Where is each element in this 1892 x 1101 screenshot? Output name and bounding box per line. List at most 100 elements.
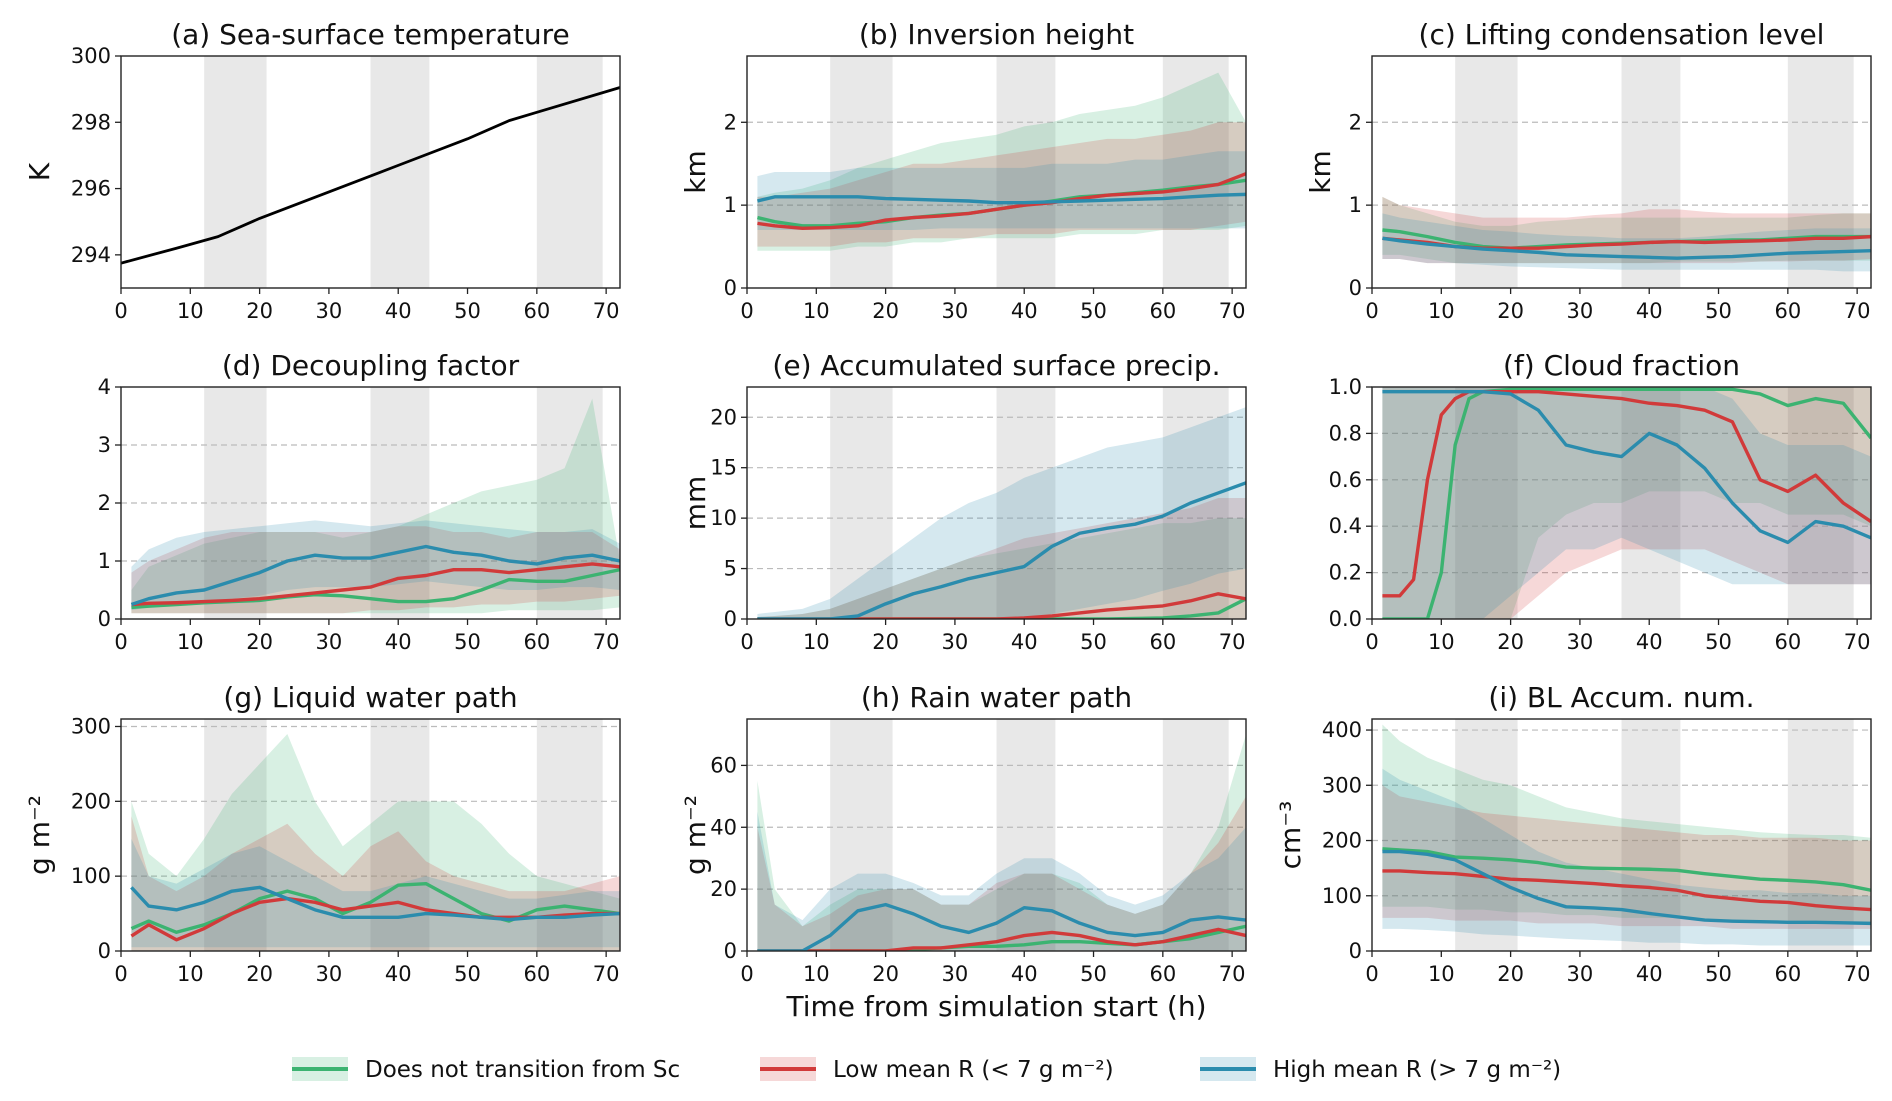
night-shading: [830, 719, 893, 951]
y-tick-label: 1: [724, 193, 737, 217]
night-shading: [1162, 387, 1229, 619]
night-shading: [1162, 56, 1229, 288]
night-shading: [996, 56, 1056, 288]
y-tick-label: 5: [724, 557, 737, 581]
x-tick-label: 20: [246, 630, 273, 654]
night-shading: [1621, 56, 1681, 288]
y-tick-label: 0.2: [1329, 561, 1362, 585]
y-tick-label: 400: [1322, 718, 1362, 742]
x-tick-label: 40: [1011, 299, 1038, 323]
series-line-2: [1382, 849, 1871, 926]
y-tick-label: 0: [1349, 939, 1362, 963]
x-tick-label: 30: [1567, 962, 1594, 986]
panel-e: 0 10 20 30 40 50 60 70 0 5 10 15 20 (e) Accumulated s…: [679, 349, 1247, 654]
y-tick-label: 60: [710, 753, 737, 777]
x-tick-label: 10: [177, 299, 204, 323]
band-2: [757, 151, 1246, 230]
x-tick-label: 50: [454, 962, 481, 986]
y-tick-label: 0.0: [1329, 607, 1362, 631]
y-tick-label: 0.8: [1329, 421, 1362, 445]
y-tick-label: 300: [1322, 773, 1362, 797]
series-line-0: [130, 881, 620, 934]
series-line-2: [1382, 389, 1871, 545]
x-tick-label: 40: [1636, 962, 1663, 986]
x-tick-label: 40: [385, 962, 412, 986]
panel-title: (a) Sea-surface temperature: [171, 18, 570, 51]
y-tick-label: 200: [71, 789, 111, 813]
x-tick-label: 40: [1011, 630, 1038, 654]
axes-frame: [1371, 55, 1872, 289]
x-tick-label: 70: [593, 630, 620, 654]
series-line-0: [1382, 387, 1871, 619]
night-shading: [996, 719, 1056, 951]
night-shading: [1162, 719, 1229, 951]
series-line-0: [121, 86, 620, 265]
panel-a: 0 10 20 30 40 50 60 70 294 296 298 300 (a) Sea-surfa…: [23, 18, 621, 323]
legend-item: High mean R (> 7 g m⁻²): [1200, 1057, 1561, 1083]
y-tick-label: 2: [724, 110, 737, 134]
y-tick-label: 2: [1349, 110, 1362, 134]
legend-item: Low mean R (< 7 g m⁻²): [760, 1057, 1114, 1083]
y-tick-label: 0.4: [1329, 514, 1362, 538]
night-shading: [1455, 387, 1518, 619]
plot-area: [121, 86, 620, 265]
x-tick-label: 30: [316, 962, 343, 986]
x-tick-label: 60: [1149, 299, 1176, 323]
x-tick-label: 0: [740, 962, 753, 986]
y-tick-label: 3: [98, 433, 111, 457]
x-tick-label: 50: [1705, 962, 1732, 986]
y-axis-label: g m⁻²: [679, 795, 712, 875]
band-1: [131, 526, 620, 614]
x-tick-label: 60: [1774, 630, 1801, 654]
x-tick-label: 20: [872, 299, 899, 323]
x-tick-label: 70: [1844, 299, 1871, 323]
axes-frame: [1371, 386, 1872, 620]
plot-area: [757, 72, 1246, 251]
x-tick-label: 60: [1149, 962, 1176, 986]
x-tick-label: 30: [1567, 630, 1594, 654]
x-tick-label: 50: [454, 630, 481, 654]
x-tick-label: 10: [803, 962, 830, 986]
series-line-2: [757, 192, 1246, 205]
band-0: [757, 734, 1246, 951]
panel-g: 0 10 20 30 40 50 60 70 0 100 200 300 (g) Liquid wate…: [23, 681, 621, 986]
series-line-2: [130, 544, 620, 607]
panel-i: 0 10 20 30 40 50 60 70 0 100 200 300 400 (i) BL Accum…: [1274, 681, 1872, 986]
y-tick-label: 200: [1322, 829, 1362, 853]
series-line-2: [130, 885, 620, 922]
legend: Does not transition from Sc Low mean R (<…: [292, 1057, 1561, 1083]
panel-title: (d) Decoupling factor: [222, 349, 520, 382]
band-1: [757, 122, 1246, 247]
x-tick-label: 10: [803, 630, 830, 654]
band-0: [1382, 724, 1871, 924]
x-tick-label: 50: [1705, 630, 1732, 654]
x-tick-label: 50: [1080, 962, 1107, 986]
x-tick-label: 60: [523, 299, 550, 323]
legend-item: Does not transition from Sc: [292, 1057, 680, 1083]
night-shading: [1787, 56, 1854, 288]
night-shading: [370, 387, 430, 619]
y-tick-label: 0: [98, 939, 111, 963]
night-shading: [996, 387, 1056, 619]
x-tick-label: 50: [1080, 299, 1107, 323]
x-tick-label: 30: [942, 962, 969, 986]
x-axis-label: Time from simulation start (h): [785, 990, 1206, 1023]
y-tick-label: 1: [98, 549, 111, 573]
x-tick-label: 70: [1219, 299, 1246, 323]
x-tick-label: 30: [942, 630, 969, 654]
panel-f: 0 10 20 30 40 50 60 70 0.0 0.2 0.4 0.6 0.8 1.0 (f) Clo…: [1329, 349, 1872, 654]
y-tick-label: 100: [71, 864, 111, 888]
band-1: [1382, 785, 1871, 929]
night-shading: [536, 56, 603, 288]
series-line-2: [757, 481, 1246, 619]
x-tick-label: 0: [1365, 630, 1378, 654]
y-tick-label: 300: [71, 44, 111, 68]
x-tick-label: 70: [1844, 962, 1871, 986]
x-tick-label: 20: [1497, 962, 1524, 986]
series-line-1: [757, 592, 1246, 619]
band-0: [757, 72, 1246, 251]
y-tick-label: 40: [710, 815, 737, 839]
y-tick-label: 100: [1322, 884, 1362, 908]
x-tick-label: 70: [1219, 962, 1246, 986]
